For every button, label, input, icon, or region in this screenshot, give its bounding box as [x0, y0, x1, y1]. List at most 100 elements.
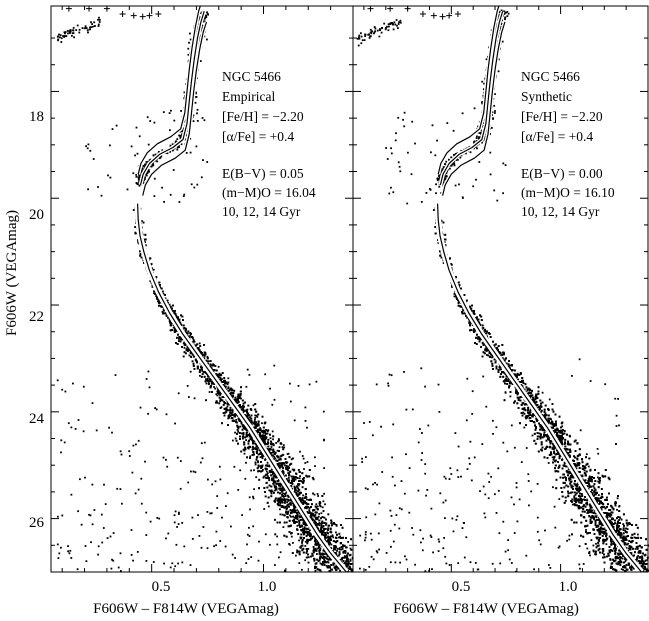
star-point: [328, 541, 331, 543]
star-point: [246, 408, 249, 411]
star-point: [329, 538, 332, 540]
star-point: [270, 489, 273, 492]
star-point: [282, 467, 284, 469]
star-point: [286, 501, 288, 504]
star-point: [330, 543, 333, 546]
star-point: [252, 448, 255, 450]
star-point: [264, 434, 266, 437]
star-point: [198, 342, 201, 345]
star-point: [239, 394, 242, 397]
star-point: [259, 451, 262, 454]
star-point: [286, 504, 289, 507]
star-point: [157, 300, 159, 303]
star-point: [236, 395, 239, 398]
star-point: [285, 508, 288, 510]
star-point: [203, 355, 206, 357]
star-point: [256, 423, 258, 426]
star-point: [277, 440, 279, 443]
star-point: [339, 569, 341, 572]
star-point: [195, 359, 197, 362]
star-point: [172, 310, 175, 313]
star-point: [199, 345, 202, 347]
star-point: [292, 457, 294, 460]
star-point: [267, 441, 269, 444]
star-point: [275, 483, 278, 485]
star-point: [187, 348, 190, 350]
star-point: [278, 462, 281, 465]
star-point: [234, 431, 236, 434]
star-point: [255, 421, 258, 424]
star-point: [285, 511, 287, 514]
star-point: [172, 326, 175, 329]
star-point: [298, 550, 301, 553]
star-point: [201, 352, 203, 354]
star-point: [221, 396, 224, 398]
star-point: [137, 240, 139, 243]
star-point: [225, 411, 228, 413]
star-point: [193, 355, 195, 358]
star-point: [316, 524, 318, 526]
star-point: [312, 546, 315, 548]
star-point: [259, 456, 262, 458]
star-point: [281, 500, 283, 503]
star-point: [206, 360, 209, 363]
star-point: [224, 385, 227, 388]
star-point: [342, 545, 344, 548]
star-point: [300, 533, 302, 536]
star-point: [241, 425, 244, 428]
star-point: [298, 522, 301, 524]
star-point: [266, 448, 269, 451]
star-point: [299, 499, 301, 502]
star-point: [291, 502, 294, 504]
star-point: [134, 226, 137, 228]
star-point: [187, 330, 190, 333]
star-point: [259, 427, 261, 429]
star-point: [268, 465, 271, 468]
star-point: [320, 553, 323, 556]
star-point: [292, 515, 294, 518]
star-point: [153, 292, 155, 294]
star-point: [205, 399, 207, 402]
star-point: [319, 505, 322, 508]
star-point: [310, 513, 312, 515]
star-point: [287, 500, 290, 502]
star-point: [361, 557, 363, 559]
star-point: [266, 468, 268, 470]
star-point: [191, 351, 193, 354]
star-point: [290, 535, 293, 538]
star-point: [306, 533, 309, 536]
star-point: [291, 468, 294, 471]
star-point: [262, 437, 265, 440]
star-point: [263, 440, 266, 442]
star-point: [361, 557, 363, 559]
star-point: [315, 503, 318, 506]
star-point: [278, 458, 280, 461]
star-point: [327, 565, 330, 567]
star-point: [325, 564, 328, 567]
star-point: [314, 567, 316, 569]
star-point: [271, 479, 274, 482]
star-point: [356, 561, 358, 563]
star-point: [308, 509, 311, 512]
star-point: [294, 520, 297, 523]
star-point: [281, 513, 284, 516]
star-point: [281, 506, 284, 508]
star-point: [286, 494, 289, 497]
star-point: [264, 495, 267, 498]
star-point: [182, 342, 185, 345]
star-point: [223, 377, 226, 379]
star-point: [359, 560, 361, 562]
star-point: [176, 336, 178, 339]
star-point: [134, 232, 137, 235]
star-point: [356, 561, 358, 563]
star-point: [293, 518, 295, 521]
star-point: [243, 409, 245, 412]
star-point: [318, 519, 321, 522]
star-point: [329, 528, 332, 531]
star-point: [221, 378, 223, 380]
star-point: [155, 276, 158, 278]
star-point: [215, 401, 217, 404]
star-point: [236, 398, 239, 400]
star-point: [238, 404, 240, 407]
